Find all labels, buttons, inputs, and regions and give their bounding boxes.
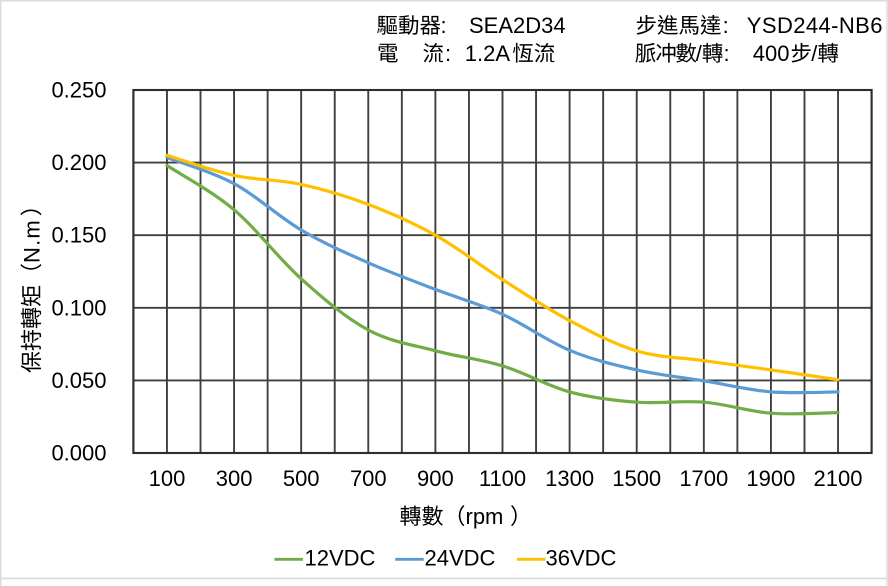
svg-text:N.m: N.m [19,219,44,263]
svg-text:1300: 1300 [545,466,594,491]
svg-text:1100: 1100 [479,466,526,491]
svg-text:0.150: 0.150 [51,223,106,248]
svg-text:900: 900 [417,466,454,491]
svg-text::: : [441,13,447,38]
svg-text:0.050: 0.050 [51,368,106,393]
svg-text:24VDC: 24VDC [425,546,496,571]
svg-text::: : [445,41,451,66]
svg-text:1.2A: 1.2A [465,41,511,66]
svg-text::: : [724,41,730,66]
svg-text:300: 300 [216,466,253,491]
svg-text:/: / [811,41,818,66]
svg-text:YSD244-NB6: YSD244-NB6 [747,13,883,38]
svg-text:12VDC: 12VDC [305,546,376,571]
svg-text:0.250: 0.250 [51,78,106,103]
svg-text:100: 100 [149,466,186,491]
svg-text:700: 700 [350,466,387,491]
svg-text:/: / [696,41,703,66]
svg-text:SEA2D34: SEA2D34 [469,13,566,38]
svg-text:1700: 1700 [679,466,728,491]
svg-text:1900: 1900 [746,466,795,491]
svg-text:0.100: 0.100 [51,295,106,320]
svg-text:500: 500 [283,466,320,491]
svg-text:rpm: rpm [466,504,504,529]
svg-text:1500: 1500 [612,466,661,491]
svg-text::: : [723,13,729,38]
svg-text:0.200: 0.200 [51,150,106,175]
svg-text:400: 400 [753,41,790,66]
svg-text:0.000: 0.000 [51,441,106,466]
svg-text:36VDC: 36VDC [546,546,617,571]
svg-text:2100: 2100 [814,466,863,491]
